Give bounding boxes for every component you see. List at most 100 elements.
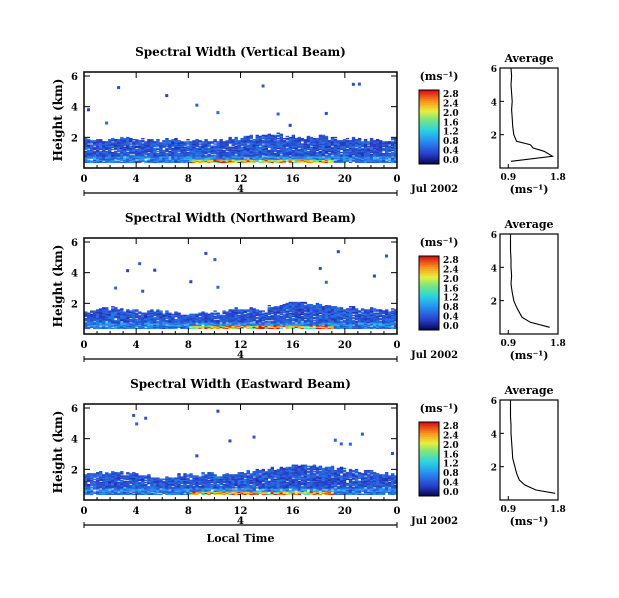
- heatmap-cell: [129, 151, 133, 154]
- heatmap-cell: [354, 308, 359, 310]
- heatmap-cell: [276, 325, 281, 327]
- heatmap-cell: [291, 324, 296, 326]
- heatmap-cell: [105, 307, 109, 309]
- heatmap-cell: [390, 157, 395, 159]
- heatmap-cell: [312, 324, 317, 326]
- heatmap-cell: [387, 152, 392, 155]
- heatmap-cell: [375, 325, 380, 327]
- heatmap-cell: [204, 320, 208, 322]
- heatmap-cell: [204, 141, 208, 143]
- heatmap-cell: [126, 325, 130, 327]
- heatmap-cell: [93, 144, 97, 146]
- heatmap-cell: [390, 154, 395, 156]
- heatmap-cell: [321, 149, 326, 152]
- heatmap-cell: [276, 311, 281, 313]
- heatmap-cell: [180, 327, 184, 330]
- heatmap-cell: [192, 148, 196, 151]
- heatmap-cell: [324, 152, 329, 155]
- heatmap-cell: [144, 161, 148, 164]
- heatmap-cell: [393, 312, 398, 314]
- heatmap-cell: [333, 317, 338, 320]
- heatmap-cell: [321, 322, 326, 324]
- heatmap-cell: [186, 152, 190, 155]
- heatmap-cell: [189, 482, 193, 485]
- heatmap-cell: [243, 155, 247, 157]
- heatmap-cell: [249, 137, 253, 140]
- heatmap-cell: [180, 160, 184, 162]
- heatmap-cell: [123, 321, 127, 323]
- heatmap-cell: [240, 143, 244, 145]
- heatmap-cell: [132, 327, 136, 330]
- heatmap-cell: [279, 306, 284, 308]
- x-tick-label: 0: [81, 174, 88, 185]
- heatmap-cell: [225, 318, 229, 321]
- heatmap-cell: [312, 141, 317, 143]
- heatmap-cell: [198, 317, 202, 320]
- heatmap-cell: [87, 141, 91, 143]
- heatmap-cell: [120, 318, 124, 321]
- heatmap-cell: [273, 150, 278, 153]
- heatmap-cell: [84, 160, 88, 162]
- heatmap-cell: [243, 152, 247, 155]
- heatmap-cell: [141, 479, 145, 482]
- heatmap-cell: [288, 321, 293, 323]
- heatmap-cell: [330, 311, 335, 313]
- heatmap-cell: [282, 137, 287, 140]
- heatmap-cell: [252, 143, 256, 145]
- heatmap-cell: [147, 140, 151, 142]
- heatmap-cell: [99, 315, 103, 318]
- heatmap-cell: [348, 322, 353, 324]
- heatmap-cell: [153, 158, 157, 160]
- colorbar-step: [419, 280, 439, 283]
- heatmap-cell: [141, 314, 145, 317]
- heatmap-cell: [288, 140, 293, 142]
- heatmap-cell: [93, 313, 97, 316]
- heatmap-cell: [366, 321, 371, 323]
- heatmap-cell: [195, 159, 199, 161]
- heatmap-cell: [240, 154, 244, 156]
- heatmap-cell: [321, 152, 326, 155]
- heatmap-cell: [147, 314, 151, 317]
- heatmap-cell: [264, 154, 268, 156]
- heatmap-cell: [246, 321, 250, 323]
- heatmap-cell: [150, 324, 154, 326]
- heatmap-cell: [318, 309, 323, 311]
- heatmap-cell: [114, 155, 118, 157]
- heatmap-cell: [84, 475, 88, 477]
- heatmap-cell: [153, 480, 157, 483]
- heatmap-cell: [369, 327, 374, 330]
- heatmap-cell: [294, 308, 299, 310]
- heatmap-cell: [342, 151, 347, 154]
- heatmap-cell: [282, 314, 287, 317]
- heatmap-cell: [192, 158, 196, 160]
- heatmap-cell: [249, 146, 253, 148]
- heatmap-cell: [84, 483, 88, 486]
- heatmap-cell: [288, 150, 293, 153]
- heatmap-cell: [387, 315, 392, 318]
- heatmap-cell: [264, 145, 268, 147]
- heatmap-cell: [126, 493, 130, 496]
- heatmap-cell: [120, 327, 124, 330]
- heatmap-cell: [279, 161, 284, 164]
- heatmap-cell: [240, 311, 244, 313]
- heatmap-cell: [93, 311, 97, 313]
- heatmap-cell: [198, 157, 202, 159]
- heatmap-cell: [156, 477, 160, 479]
- heatmap-cell: [336, 148, 341, 151]
- heatmap-cell: [345, 149, 350, 152]
- heatmap-cell: [303, 309, 308, 311]
- heatmap-cell: [186, 320, 190, 322]
- heatmap-cell: [87, 146, 91, 148]
- heatmap-cell: [108, 492, 112, 494]
- heatmap-cell: [138, 477, 142, 479]
- heatmap-cell: [297, 316, 302, 319]
- heatmap-cell: [111, 475, 115, 477]
- heatmap-cell: [291, 156, 296, 158]
- heatmap-cell: [264, 143, 268, 145]
- heatmap-cell: [117, 142, 121, 144]
- heatmap-cell: [186, 147, 190, 150]
- heatmap-cell: [105, 156, 109, 158]
- heatmap-cell: [126, 312, 130, 314]
- heatmap-cell: [192, 313, 196, 316]
- heatmap-cell: [252, 155, 256, 157]
